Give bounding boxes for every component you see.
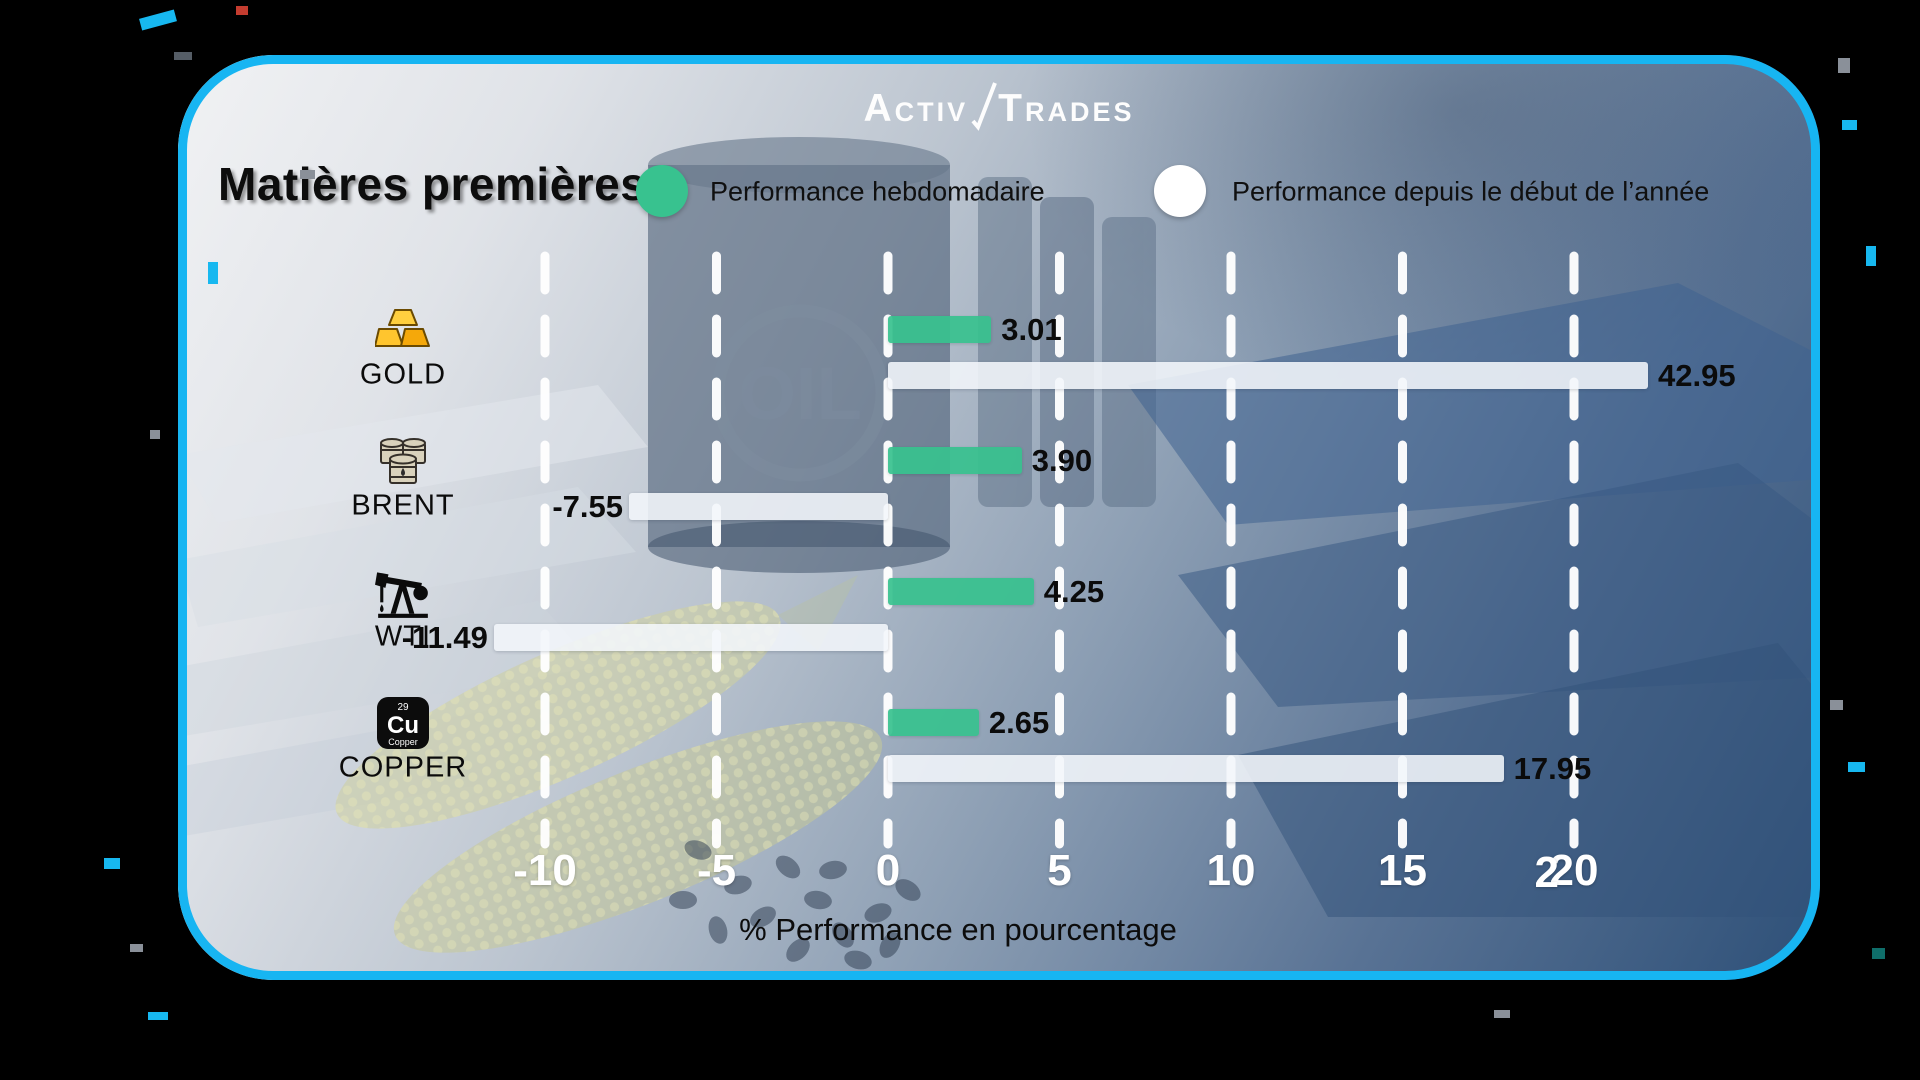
- oil-barrel-image: OIL: [648, 137, 950, 573]
- glitch-speck: [300, 170, 315, 179]
- value-label-weekly-brent: 3.90: [1031, 442, 1093, 478]
- glitch-speck: [1842, 120, 1857, 130]
- glitch-speck: [1494, 1010, 1510, 1018]
- value-label-ytd-gold: 42.95: [1658, 357, 1736, 393]
- logo-text-activ: ACTIV: [863, 87, 969, 130]
- coffee-beans-image: [669, 840, 921, 970]
- glitch-speck: [1830, 700, 1843, 710]
- value-label-ytd-copper: 17.95: [1513, 750, 1592, 786]
- bar-ytd-copper: [888, 755, 1504, 782]
- svg-text:Copper: Copper: [388, 737, 418, 747]
- glitch-speck: [139, 9, 177, 31]
- bar-chart: % Performance en pourcentage GOLD 3.01 42.…: [178, 55, 1820, 980]
- glitch-speck: [1848, 762, 1865, 772]
- gridlines: [540, 251, 1579, 849]
- svg-text:29: 29: [397, 702, 409, 713]
- glitch-speck: [130, 944, 143, 952]
- x-tick: 15: [1378, 846, 1427, 895]
- x-axis-title: % Performance en pourcentage: [739, 912, 1177, 947]
- activtrades-logo: ACTIV TRADES: [178, 81, 1820, 133]
- bar-weekly-copper: [888, 709, 979, 736]
- category-label-gold: GOLD: [359, 358, 447, 391]
- glitch-speck: [1872, 948, 1885, 959]
- svg-text:Cu: Cu: [387, 712, 419, 739]
- x-tick: 10: [1206, 846, 1256, 895]
- x-tick: 0: [875, 846, 901, 895]
- value-label-weekly-copper: 2.65: [988, 704, 1050, 740]
- category-label-copper: COPPER: [338, 751, 468, 784]
- ytd-legend-dot: [1154, 165, 1206, 217]
- background-decor: OIL: [178, 137, 1820, 970]
- bar-weekly-gold: [888, 316, 992, 343]
- oil-barrels-icon: [375, 433, 431, 489]
- bar-ytd-brent: [629, 493, 888, 520]
- gold-bars-icon: [374, 306, 431, 354]
- copper-element-icon: 29 Cu Copper: [376, 696, 430, 750]
- x-tick-label: 20: [1549, 846, 1599, 895]
- page-title: Matières premières: [218, 158, 647, 210]
- chart-card: OIL: [178, 55, 1820, 980]
- x-tick-ghost-glyph: 2: [1534, 848, 1560, 897]
- glitch-speck: [150, 430, 160, 439]
- bar-weekly-wti: [888, 578, 1034, 605]
- x-tick: -5: [696, 846, 737, 895]
- glitch-speck: [208, 262, 218, 284]
- value-label-weekly-wti: 4.25: [1043, 573, 1105, 609]
- glitch-speck: [104, 858, 120, 869]
- gold-ingots-image: [1128, 283, 1820, 917]
- bar-weekly-brent: [888, 447, 1022, 474]
- x-tick: 5: [1047, 846, 1072, 895]
- x-tick: -10: [513, 846, 577, 895]
- category-label-wti: WTI: [374, 620, 432, 653]
- legend-label: Performance hebdomadaire: [710, 176, 1045, 207]
- x-tick: 2 20: [1535, 846, 1599, 897]
- glitch-speck: [236, 6, 248, 15]
- logo-text-trades: TRADES: [998, 87, 1135, 130]
- glitch-speck: [174, 52, 192, 60]
- bar-ytd-wti: [493, 624, 888, 651]
- bar-ytd-gold: [888, 362, 1648, 389]
- logo-slash-icon: [971, 82, 998, 131]
- value-label-weekly-gold: 3.01: [1001, 311, 1062, 347]
- glitch-speck: [148, 1012, 168, 1020]
- legend-label: Performance depuis le début de l’année: [1232, 176, 1710, 207]
- oil-logo-text: OIL: [738, 352, 861, 435]
- oil-pump-icon: [374, 563, 432, 621]
- corn-image: [335, 575, 883, 953]
- glitch-speck: [1838, 58, 1850, 73]
- value-label-ytd-wti: -11.49: [401, 619, 488, 655]
- value-label-ytd-brent: -7.55: [552, 488, 624, 524]
- category-label-brent: BRENT: [351, 489, 455, 522]
- weekly-legend-dot: [636, 165, 688, 217]
- glitch-speck: [1866, 246, 1876, 266]
